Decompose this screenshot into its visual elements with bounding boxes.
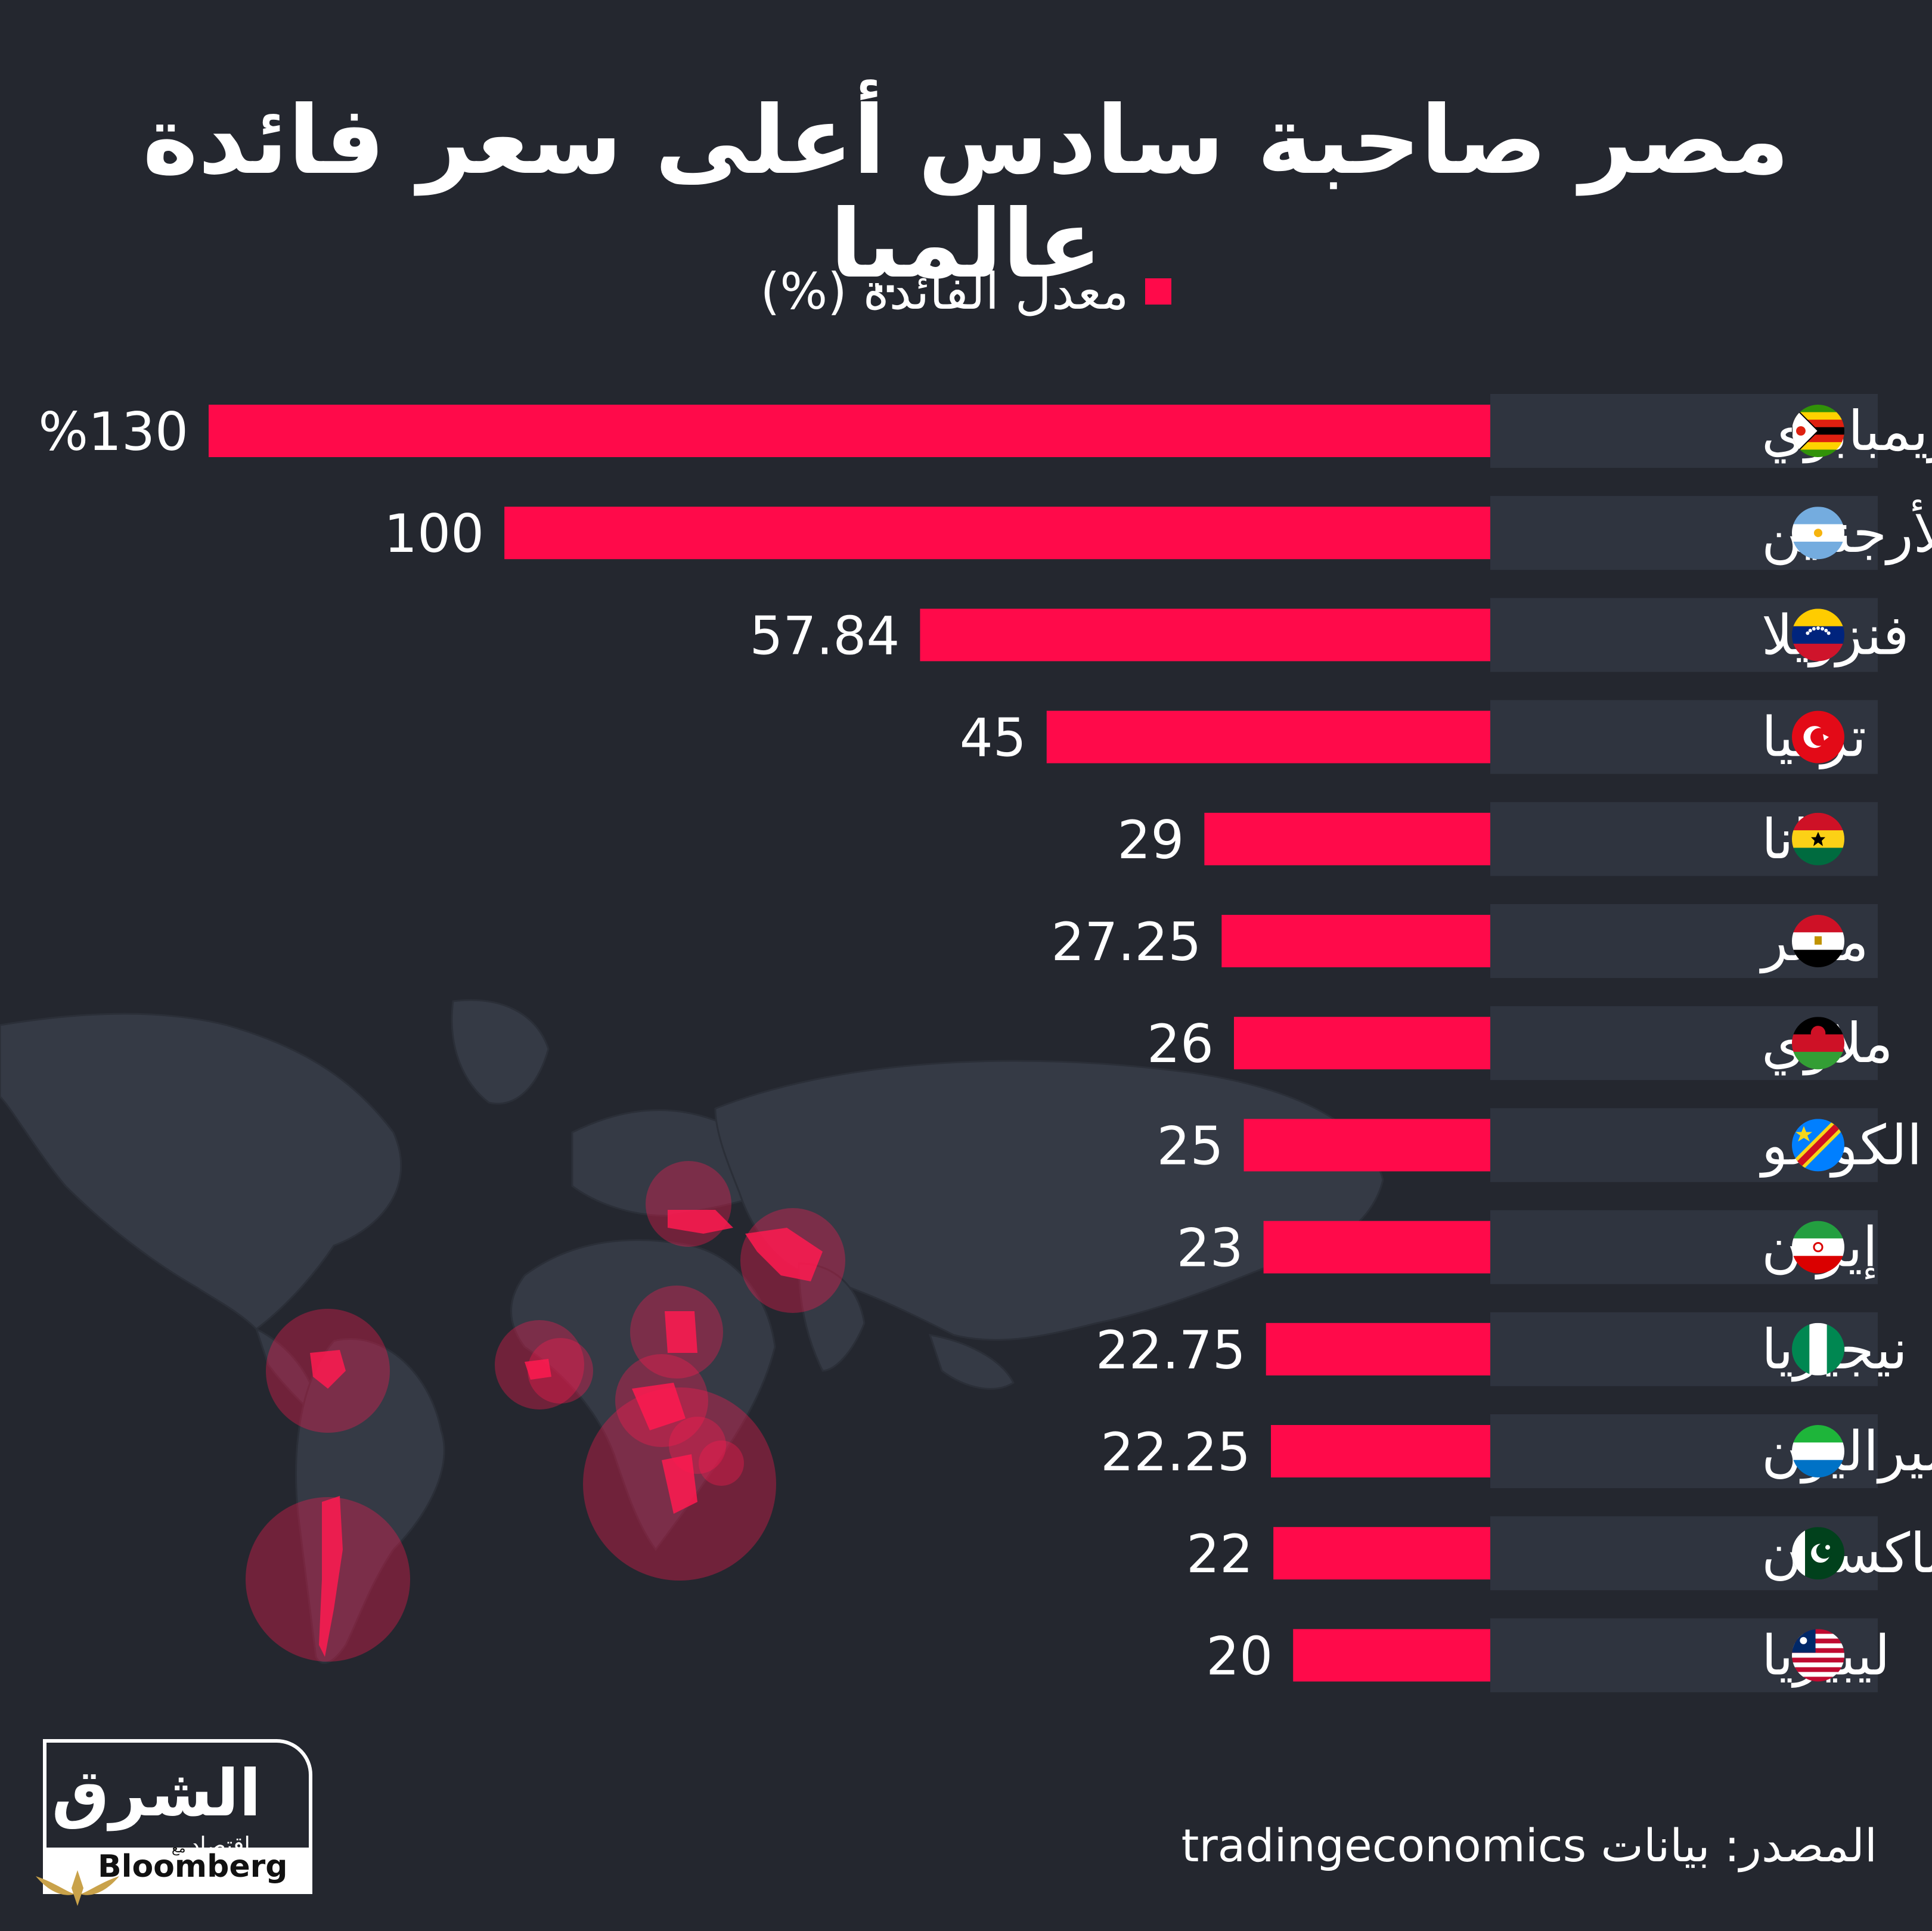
bar (1263, 1221, 1490, 1274)
bar (1293, 1629, 1490, 1682)
logo-band: مع Bloomberg (46, 1841, 309, 1890)
bar (504, 507, 1491, 560)
value-label: 100 (384, 503, 484, 564)
value-label: 25 (1157, 1115, 1224, 1176)
bar (1271, 1425, 1490, 1477)
bar (209, 405, 1490, 457)
bar-row: 100 الأرجنتين (384, 496, 1932, 570)
bar (1221, 915, 1490, 967)
value-label: 23 (1177, 1218, 1243, 1279)
bar-row: 45تركيا (960, 700, 1878, 774)
bar (1273, 1527, 1490, 1580)
drc-flag (1792, 1119, 1844, 1172)
bar-row: 26ملاوي (1147, 1006, 1893, 1081)
bar-row: 22.75نيجيريا (1096, 1312, 1908, 1386)
value-label: 27.25 (1051, 911, 1201, 973)
bar-row: 57.84فنزويلا (749, 598, 1909, 672)
turkey-flag (1792, 710, 1844, 763)
bar-row: 27.25مصر (1051, 904, 1878, 978)
legend-label: معدل الفائدة (%) (760, 262, 1129, 321)
bar-row: 22.25 سيراليون (1100, 1414, 1932, 1488)
asharq-bloomberg-logo: الشرق اقتصاد مع Bloomberg (43, 1739, 312, 1894)
value-label: 22.25 (1100, 1421, 1251, 1483)
category-label: زيمبابوي (1762, 399, 1932, 464)
bar (1243, 1119, 1490, 1172)
value-label: %130 (38, 401, 188, 462)
bar-row: 25الكونغو (1157, 1108, 1922, 1182)
bar (1234, 1017, 1490, 1070)
bar-row: 29غانا (1117, 802, 1878, 876)
value-label: 22 (1186, 1523, 1253, 1585)
logo-main-text: الشرق (51, 1756, 261, 1831)
legend: معدل الفائدة (%) (0, 262, 1932, 321)
value-label: 29 (1117, 809, 1184, 871)
category-label: سيراليون (1762, 1420, 1932, 1484)
pakistan-flag (1792, 1527, 1844, 1580)
bar (1204, 812, 1490, 865)
watermark-emblem (36, 1870, 119, 1906)
bar (1266, 1322, 1490, 1376)
logo-partner-text: Bloomberg (98, 1849, 288, 1885)
logo-with-text: مع (172, 1841, 186, 1856)
chart-title: مصر صاحبة سادس أعلى سعر فائدة عالميا (142, 86, 1790, 299)
bar-row: 20ليبيريا (1206, 1618, 1890, 1693)
value-label: 26 (1147, 1013, 1214, 1075)
bar (920, 609, 1490, 662)
value-label: 45 (960, 707, 1027, 769)
value-label: 57.84 (749, 605, 900, 666)
bar-row: %130 زيمبابوي (38, 394, 1932, 468)
value-label: 20 (1206, 1625, 1273, 1687)
bar-row: 22 باكستان (1186, 1516, 1932, 1591)
value-label: 22.75 (1096, 1320, 1246, 1381)
bar (1046, 710, 1490, 763)
category-label: الأرجنتين (1762, 499, 1932, 566)
legend-swatch (1145, 278, 1172, 305)
source-note: المصدر: بيانات tradingeconomics (1181, 1819, 1877, 1872)
bar-row: 23إيران (1177, 1210, 1878, 1284)
category-label: باكستان (1762, 1522, 1932, 1585)
